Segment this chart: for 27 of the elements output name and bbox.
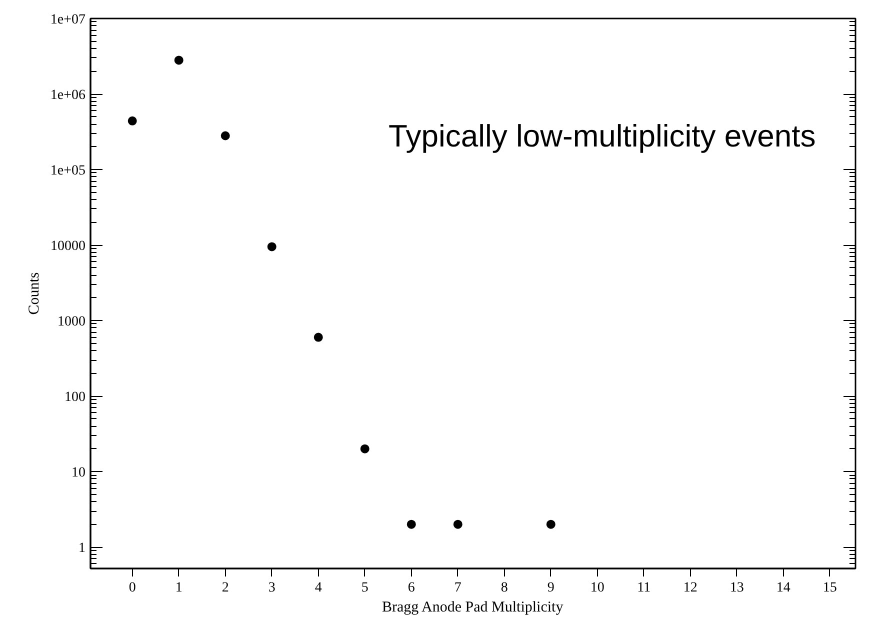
x-tick-label: 2: [222, 580, 229, 596]
x-tick-label: 8: [500, 580, 508, 596]
y-tick-label: 1e+07: [50, 12, 86, 28]
x-tick-label: 15: [822, 580, 837, 596]
x-tick-label: 14: [776, 580, 790, 596]
y-tick-label: 100: [64, 390, 86, 406]
y-tick-label: 1e+05: [50, 164, 86, 179]
y-tick-label: 10000: [50, 239, 86, 254]
x-tick-label: 11: [637, 580, 651, 596]
x-tick-label: 7: [454, 580, 462, 596]
x-tick-label: 5: [361, 580, 368, 596]
x-tick-label: 1: [175, 580, 182, 596]
y-tick-label: 1e+06: [50, 88, 86, 104]
x-axis-title: Bragg Anode Pad Multiplicity: [382, 600, 564, 616]
x-tick-label: 4: [314, 580, 322, 596]
y-axis-title: Counts: [26, 272, 42, 315]
y-tick-label: 10: [72, 466, 86, 481]
x-tick-label: 13: [730, 580, 744, 596]
y-tick-label: 1000: [58, 314, 86, 330]
x-tick-label: 9: [547, 580, 554, 596]
x-tick-label: 10: [590, 580, 604, 596]
x-tick-label: 12: [683, 580, 698, 596]
annotation: Typically low-multiplicity events: [388, 118, 816, 154]
x-tick-label: 3: [268, 580, 276, 596]
x-tick-label: 0: [128, 580, 136, 596]
x-tick-label: 6: [408, 580, 415, 596]
y-tick-label: 1: [78, 541, 86, 556]
